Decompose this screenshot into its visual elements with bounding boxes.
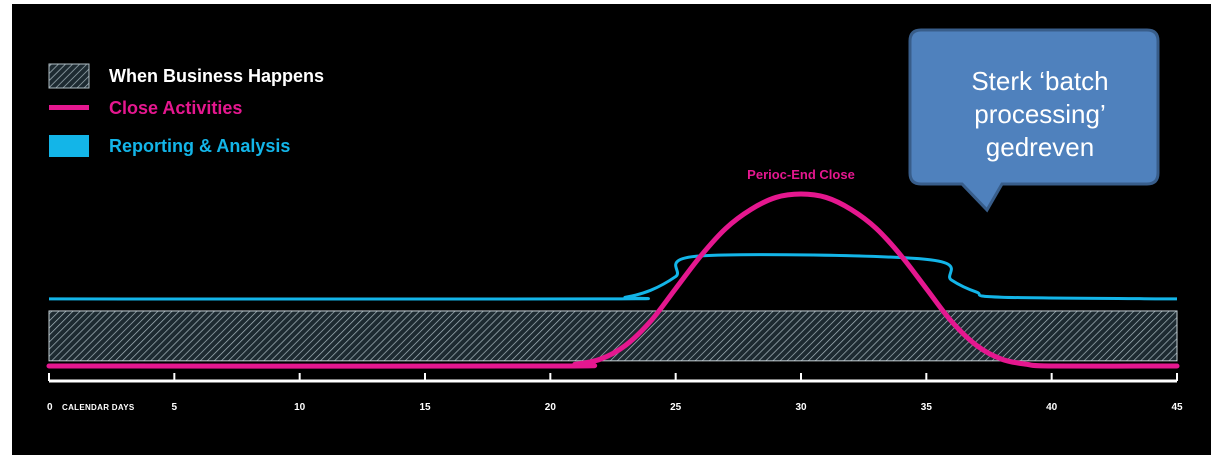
legend: When Business Happens Close Activities R…	[48, 63, 324, 157]
x-tick-label: 20	[545, 402, 557, 413]
series-close-line	[46, 191, 1180, 369]
legend-label-close: Close Activities	[109, 98, 242, 118]
legend-swatch-close	[49, 105, 89, 110]
legend-swatch-reporting	[49, 135, 89, 157]
callout-text: Sterk ‘batch processing’ gedreven	[921, 44, 1159, 184]
x-tick-label: 45	[1171, 402, 1183, 413]
x-tick-label: 10	[294, 402, 306, 413]
x-tick-label: 40	[1046, 402, 1058, 413]
callout-line-2: processing’	[974, 98, 1106, 129]
callout-line-3: gedreven	[985, 131, 1095, 162]
callout-line-1: Sterk ‘batch	[971, 65, 1109, 96]
x-tick-label: 0	[47, 402, 53, 413]
series-reporting-line	[48, 253, 1178, 301]
x-tick-label: 5	[172, 402, 178, 413]
legend-label-reporting: Reporting & Analysis	[109, 136, 290, 156]
chart-canvas: When Business Happens Close Activities R…	[46, 28, 1183, 413]
peak-annotation: Perioc-End Close	[747, 167, 855, 182]
x-tick-label: 35	[921, 402, 933, 413]
x-tick-label: 15	[419, 402, 431, 413]
x-tick-label: 25	[670, 402, 682, 413]
x-axis-ticks: 0 5 10 15 20 25 30 35 40 45	[47, 373, 1183, 413]
chart-frame: When Business Happens Close Activities R…	[12, 4, 1211, 455]
callout-bubble	[908, 28, 1160, 213]
legend-label-business: When Business Happens	[109, 66, 324, 86]
x-tick-label: 30	[795, 402, 807, 413]
legend-swatch-business	[48, 63, 90, 89]
x-axis-caption: CALENDAR DAYS	[62, 403, 135, 412]
